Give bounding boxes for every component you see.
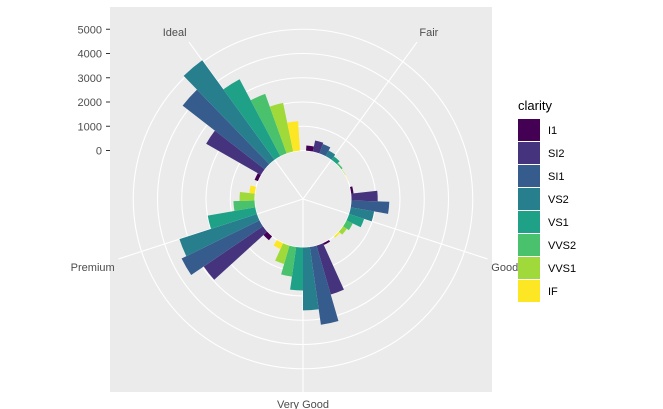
legend-label: VS2 (548, 194, 569, 206)
legend-key-vvs1 (518, 257, 540, 279)
bar-si1-ideal (182, 89, 270, 170)
bar-si1-fair (319, 144, 331, 157)
bar-i1-good (349, 186, 354, 194)
bar-vs2-very-good (303, 247, 319, 311)
bar-vvs2-premium (233, 200, 256, 211)
y-tick-label: 0 (96, 146, 102, 158)
bar-vvs1-premium (239, 192, 255, 201)
bar-vs2-premium (179, 213, 260, 257)
bar-si2-very-good (316, 243, 344, 295)
bar-vs1-fair (331, 156, 340, 165)
legend-label: SI2 (548, 148, 565, 160)
circular-gridline (132, 28, 474, 370)
bar-vvs1-fair (341, 169, 346, 175)
category-label: Very Good (277, 399, 329, 409)
bar-si2-premium (203, 226, 268, 280)
legend-key-vs1 (518, 211, 540, 233)
legend-label: VVS2 (548, 240, 576, 252)
legend-key-vs2 (518, 188, 540, 210)
y-tick-label: 4000 (78, 49, 102, 61)
y-tick-label: 3000 (78, 73, 102, 85)
bar-if-fair (345, 174, 349, 182)
bar-si1-good (350, 200, 390, 214)
bar-if-premium (249, 185, 257, 194)
bar-vvs2-fair (336, 162, 343, 170)
y-tick-label: 2000 (78, 97, 102, 109)
legend-key-si1 (518, 165, 540, 187)
y-axis: 0 1000 2000 3000 4000 5000 (78, 24, 110, 158)
legend-label: I1 (548, 125, 557, 137)
bar-vs1-premium (207, 207, 257, 229)
bar-si2-fair (312, 140, 324, 154)
bar-vvs2-good (343, 220, 353, 231)
legend-key-si2 (518, 142, 540, 164)
legend-label: IF (548, 286, 558, 298)
bar-if-ideal (287, 121, 300, 152)
legend-label: VVS1 (548, 263, 576, 275)
legend-label: VS1 (548, 217, 569, 229)
bar-i1-premium (263, 231, 273, 241)
circular-gridline (181, 77, 425, 321)
y-tick-label: 5000 (78, 24, 102, 36)
category-label: Ideal (163, 27, 187, 39)
legend-key-vvs2 (518, 234, 540, 256)
bar-i1-fair (306, 145, 314, 152)
bar-si1-very-good (309, 245, 339, 325)
bar-si2-good (351, 190, 378, 202)
bar-vvs1-good (338, 226, 347, 235)
category-label: Good (491, 262, 518, 274)
y-tick-label: 1000 (78, 121, 102, 133)
category-labels: Fair Good Very Good Premium Ideal (71, 27, 519, 409)
bar-vs2-good (349, 207, 375, 222)
legend: clarity I1 SI2 SI1 VS2 VS1 VVS2 VVS1 IF (518, 98, 576, 302)
category-label: Fair (419, 27, 438, 39)
bar-if-very-good (273, 239, 284, 250)
bar-si1-premium (181, 220, 263, 275)
bar-vvs2-very-good (281, 245, 297, 277)
circular-gridline (156, 52, 450, 346)
bars (179, 60, 390, 325)
bar-if-good (333, 231, 341, 238)
legend-key-if (518, 280, 540, 302)
legend-title: clarity (518, 98, 552, 113)
legend-label: SI1 (548, 171, 565, 183)
category-label: Premium (71, 262, 115, 274)
bar-vs2-ideal (183, 60, 275, 165)
legend-key-i1 (518, 119, 540, 141)
bar-i1-ideal (254, 173, 261, 182)
bar-vs1-very-good (290, 247, 303, 291)
bar-vs1-ideal (223, 79, 281, 160)
polar-grid (118, 28, 488, 393)
bar-si2-ideal (206, 130, 265, 175)
bar-vvs1-very-good (275, 243, 290, 264)
bar-vs1-good (346, 213, 365, 228)
bar-vvs2-ideal (250, 93, 287, 157)
bar-vvs1-ideal (269, 102, 294, 154)
bar-vs2-fair (325, 150, 336, 160)
bar-i1-very-good (322, 239, 331, 246)
